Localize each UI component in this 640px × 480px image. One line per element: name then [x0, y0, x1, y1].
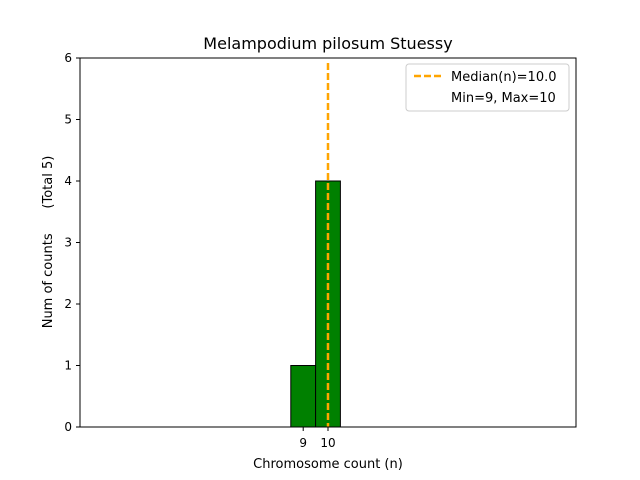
x-tick-label-10: 10 — [320, 436, 335, 450]
y-tick-label-0: 0 — [64, 420, 72, 434]
y-tick-label-5: 5 — [64, 113, 72, 127]
y-tick-label-4: 4 — [64, 174, 72, 188]
legend-median-label: Median(n)=10.0 — [451, 70, 557, 85]
x-axis-label: Chromosome count (n) — [253, 457, 403, 472]
bar-9 — [290, 365, 317, 428]
y-axis-label: Num of counts (Total 5) — [41, 156, 56, 329]
y-tick-label-6: 6 — [64, 51, 72, 65]
y-tick-label-2: 2 — [64, 297, 72, 311]
x-tick-label-9: 9 — [299, 436, 307, 450]
chart-title: Melampodium pilosum Stuessy — [203, 34, 452, 53]
plot-area: 0 1 2 3 4 5 6 9 10 — [64, 51, 577, 450]
legend-box — [405, 63, 570, 112]
legend: Median(n)=10.0 Min=9, Max=10 — [405, 63, 570, 112]
legend-range-label: Min=9, Max=10 — [451, 91, 556, 106]
y-tick-label-1: 1 — [64, 359, 72, 373]
y-tick-label-3: 3 — [64, 236, 72, 250]
